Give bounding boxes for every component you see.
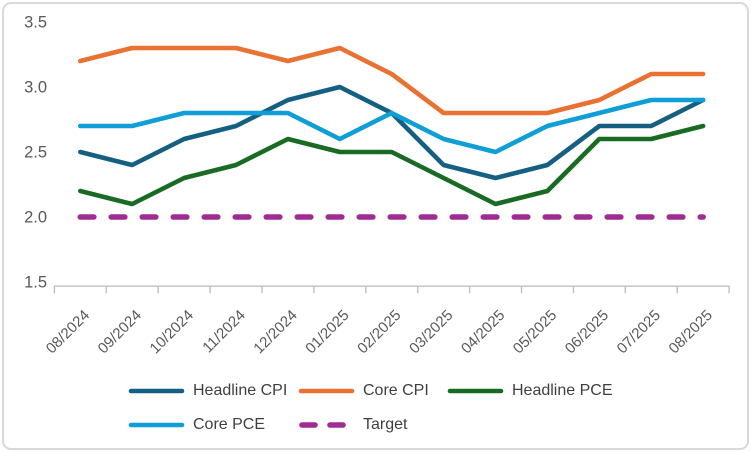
legend-label: Headline CPI <box>193 382 288 399</box>
series-line-core-cpi <box>78 45 706 116</box>
y-axis-tick-label: 1.5 <box>24 274 47 292</box>
series-line-headline-pce <box>78 123 706 207</box>
x-axis-tick-label: 02/2025 <box>354 307 404 357</box>
x-axis-tick-label: 09/2024 <box>95 307 145 357</box>
legend-swatch-headline-pce <box>447 388 504 394</box>
series-line-headline-cpi <box>78 84 706 181</box>
x-axis-tick-label: 04/2025 <box>458 307 508 357</box>
legend-label: Core CPI <box>363 382 429 399</box>
legend-item-headline-pce: Headline PCE <box>447 381 613 401</box>
y-axis-tick-label: 2.5 <box>24 144 47 162</box>
legend-swatch-target <box>299 422 346 428</box>
legend-label: Target <box>363 416 408 433</box>
legend-label: Headline PCE <box>512 382 613 399</box>
x-axis-tick-label: 08/2025 <box>666 307 716 357</box>
y-axis-tick-label: 3.0 <box>24 79 47 97</box>
x-axis-tick-label: 01/2025 <box>302 307 352 357</box>
x-axis-tick-label: 11/2024 <box>199 307 249 357</box>
x-axis-tick-label: 10/2024 <box>147 307 197 357</box>
legend-item-core-pce: Core PCE <box>128 415 265 435</box>
legend-swatch-core-pce <box>128 422 185 428</box>
x-axis-tick-label: 12/2024 <box>250 307 300 357</box>
legend-item-headline-cpi: Headline CPI <box>128 381 287 401</box>
x-axis-tick-label: 07/2025 <box>614 307 664 357</box>
y-axis-tick-label: 2.0 <box>24 209 47 227</box>
series-line-core-pce <box>78 97 706 155</box>
x-axis-tick-label: 03/2025 <box>406 307 456 357</box>
x-axis-tick-label: 06/2025 <box>562 307 612 357</box>
legend-swatch-core-cpi <box>298 388 355 394</box>
legend-item-target: Target <box>298 415 407 435</box>
legend-label: Core PCE <box>193 416 266 433</box>
x-axis-tick-label: 05/2025 <box>510 307 560 357</box>
x-axis-tick-label: 08/2024 <box>43 307 93 357</box>
legend-swatch-headline-cpi <box>128 388 185 394</box>
legend-item-core-cpi: Core CPI <box>298 381 429 401</box>
y-axis-tick-label: 3.5 <box>24 14 47 32</box>
